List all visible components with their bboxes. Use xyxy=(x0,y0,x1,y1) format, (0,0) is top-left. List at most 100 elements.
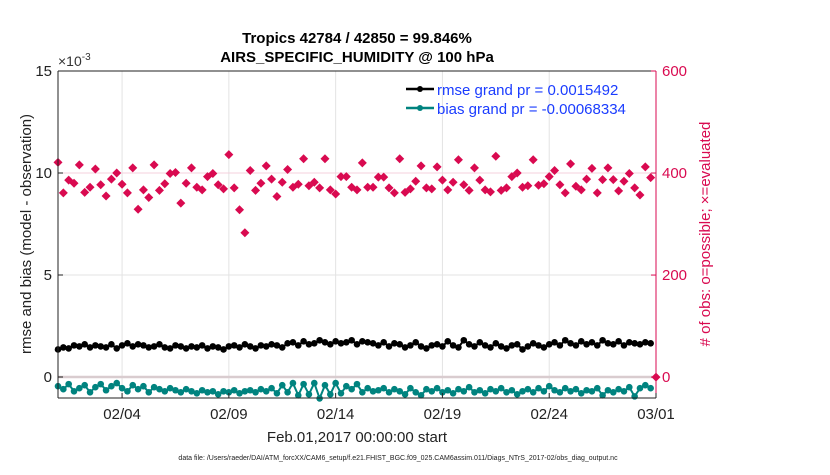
rmse-point xyxy=(150,343,158,350)
bias-point xyxy=(140,382,147,390)
y-left-tick-label: 0 xyxy=(44,369,52,386)
rmse-point xyxy=(433,341,441,348)
rmse-point xyxy=(204,345,211,352)
rmse-point xyxy=(76,343,83,350)
bias-point xyxy=(214,391,222,398)
rmse-point xyxy=(417,343,425,350)
bias-point xyxy=(182,385,190,393)
legend-bias-marker xyxy=(417,105,423,111)
obs-point xyxy=(491,151,501,161)
bias-point xyxy=(332,379,339,387)
y-right-tick-label: 0 xyxy=(662,369,670,386)
obs-point xyxy=(181,178,191,188)
obs-point xyxy=(320,154,330,164)
bias-point xyxy=(97,380,105,388)
bias-point xyxy=(513,391,521,398)
bias-point xyxy=(327,391,334,398)
obs-point xyxy=(363,182,373,192)
bias-point xyxy=(449,390,457,397)
bias-point xyxy=(380,384,387,392)
rmse-point xyxy=(289,339,297,346)
bias-point xyxy=(60,385,67,393)
rmse-point xyxy=(97,343,105,350)
bias-point xyxy=(209,387,217,395)
rmse-point xyxy=(615,337,622,345)
bias-point xyxy=(460,387,468,395)
rmse-point xyxy=(113,345,121,352)
obs-point xyxy=(619,176,629,186)
rmse-point xyxy=(188,343,195,350)
legend-rmse-label: rmse grand pr = 0.0015492 xyxy=(437,82,618,99)
rmse-point xyxy=(465,341,473,348)
rmse-point xyxy=(70,342,78,349)
rmse-point xyxy=(278,344,286,351)
x-tick-label: 03/01 xyxy=(637,406,675,423)
left-exponent-base: ×10-3 xyxy=(58,52,91,69)
rmse-point xyxy=(327,341,334,348)
y-left-tick-label: 10 xyxy=(35,165,52,182)
obs-point xyxy=(614,186,624,196)
bias-point xyxy=(503,388,510,396)
rmse-point xyxy=(102,344,110,351)
rmse-point xyxy=(182,345,190,352)
obs-point xyxy=(96,180,106,190)
bias-point xyxy=(337,390,345,397)
rmse-point xyxy=(214,344,222,351)
obs-point xyxy=(368,182,378,192)
obs-point xyxy=(395,154,405,164)
bias-point xyxy=(236,390,243,397)
bias-point xyxy=(353,380,361,388)
obs-point xyxy=(646,173,656,183)
y-left-tick-label: 5 xyxy=(44,267,52,284)
y-left-tick-label: 15 xyxy=(35,63,52,80)
bias-point xyxy=(150,383,158,391)
rmse-point xyxy=(252,345,259,352)
gridlines xyxy=(58,71,657,398)
rmse-point xyxy=(273,342,281,349)
obs-point xyxy=(550,165,560,175)
rmse-point xyxy=(81,341,88,348)
bias-point xyxy=(593,384,601,392)
obs-point xyxy=(544,172,554,182)
obs-point xyxy=(469,163,479,173)
bias-point xyxy=(476,386,484,394)
x-tick-label: 02/14 xyxy=(317,406,355,423)
bias-point xyxy=(262,387,270,395)
bias-point xyxy=(124,387,131,395)
bias-point xyxy=(348,385,355,393)
obs-point xyxy=(112,168,122,178)
legend-rmse-marker xyxy=(417,86,423,92)
rmse-point xyxy=(503,345,510,352)
obs-point xyxy=(277,177,287,187)
bias-point xyxy=(567,387,574,395)
bias-point xyxy=(300,380,307,388)
bias-point xyxy=(407,384,414,392)
obs-point xyxy=(235,205,245,215)
rmse-point xyxy=(577,337,585,345)
rmse-point xyxy=(583,341,590,348)
rmse-point xyxy=(572,342,580,349)
bias-point xyxy=(428,387,436,395)
bias-point xyxy=(529,388,537,396)
bias-point xyxy=(609,388,617,396)
chart-title-line1: Tropics 42784 / 42850 = 99.846% xyxy=(242,30,472,47)
obs-point xyxy=(213,180,223,190)
obs-point xyxy=(133,204,143,214)
obs-point xyxy=(208,169,218,179)
rmse-point xyxy=(412,339,420,346)
obs-point xyxy=(427,184,437,194)
obs-point xyxy=(197,185,207,195)
rmse-point xyxy=(305,341,313,348)
bias-point xyxy=(108,382,115,390)
bias-point xyxy=(369,387,377,395)
y-right-tick-label: 200 xyxy=(662,267,687,284)
rmse-point xyxy=(567,340,574,347)
rmse-point xyxy=(460,336,468,344)
rmse-point xyxy=(401,344,409,351)
obs-point xyxy=(357,158,367,168)
obs-point xyxy=(485,187,495,197)
obs-point xyxy=(272,191,282,201)
obs-point xyxy=(389,188,399,198)
obs-point xyxy=(411,176,421,186)
rmse-point xyxy=(476,339,484,346)
